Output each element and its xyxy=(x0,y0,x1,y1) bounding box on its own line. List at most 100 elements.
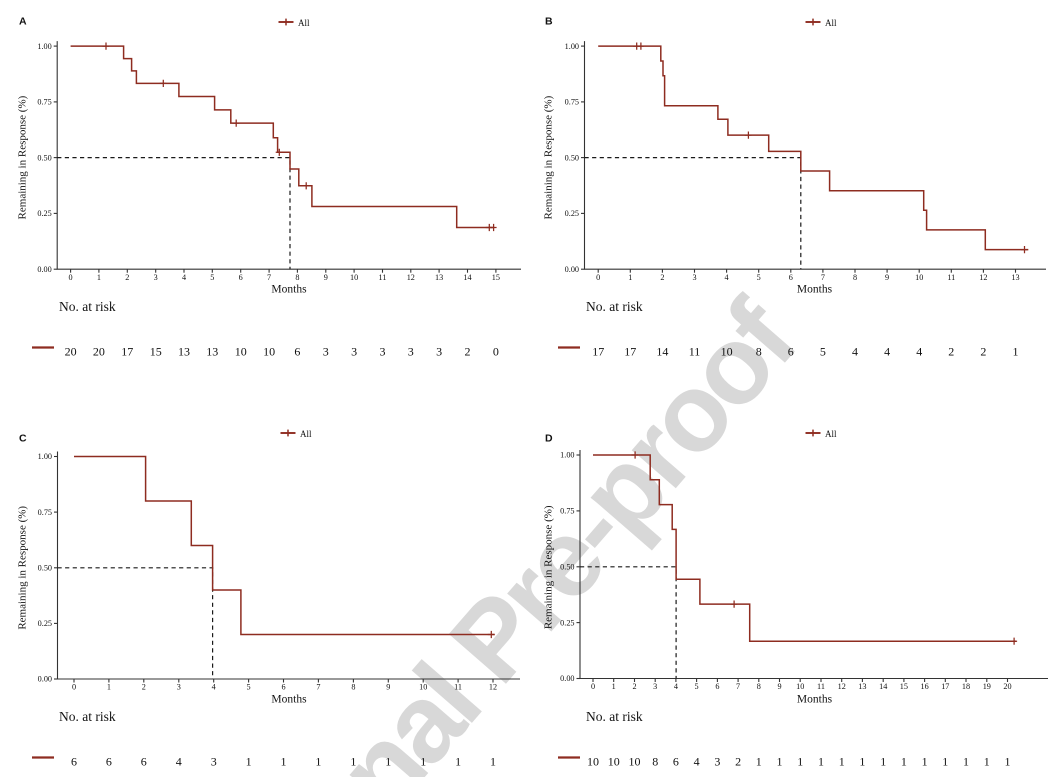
svg-text:6: 6 xyxy=(294,345,300,359)
svg-text:1: 1 xyxy=(1005,755,1011,769)
svg-text:1: 1 xyxy=(385,755,391,769)
svg-text:1: 1 xyxy=(350,755,356,769)
svg-text:1.00: 1.00 xyxy=(38,452,52,461)
svg-text:No. at risk: No. at risk xyxy=(586,299,643,314)
svg-text:No. at risk: No. at risk xyxy=(59,709,116,724)
svg-text:20: 20 xyxy=(1003,682,1011,691)
svg-text:1.00: 1.00 xyxy=(560,451,574,460)
svg-text:4: 4 xyxy=(884,345,890,359)
svg-text:Remaining in Response (%): Remaining in Response (%) xyxy=(17,506,29,630)
svg-text:1: 1 xyxy=(281,755,287,769)
svg-text:13: 13 xyxy=(206,345,218,359)
svg-text:1: 1 xyxy=(984,755,990,769)
svg-text:6: 6 xyxy=(141,755,147,769)
svg-text:15: 15 xyxy=(900,682,908,691)
svg-text:Remaining in Response (%): Remaining in Response (%) xyxy=(17,95,29,219)
svg-text:6: 6 xyxy=(788,345,794,359)
svg-text:13: 13 xyxy=(858,682,866,691)
svg-text:Months: Months xyxy=(797,694,833,706)
svg-text:6: 6 xyxy=(71,755,77,769)
svg-text:1: 1 xyxy=(246,755,252,769)
svg-text:0.50: 0.50 xyxy=(37,153,51,162)
svg-text:11: 11 xyxy=(689,345,701,359)
svg-text:19: 19 xyxy=(983,682,991,691)
svg-text:11: 11 xyxy=(454,683,462,692)
svg-text:0.00: 0.00 xyxy=(565,265,579,274)
svg-text:4: 4 xyxy=(916,345,922,359)
svg-text:2: 2 xyxy=(632,682,636,691)
svg-text:16: 16 xyxy=(921,682,929,691)
svg-text:17: 17 xyxy=(121,345,133,359)
svg-text:10: 10 xyxy=(419,683,427,692)
svg-text:1: 1 xyxy=(859,755,865,769)
svg-text:8: 8 xyxy=(351,683,355,692)
svg-text:14: 14 xyxy=(656,345,668,359)
svg-text:10: 10 xyxy=(915,273,923,282)
svg-text:B: B xyxy=(545,16,553,28)
svg-text:1: 1 xyxy=(1013,345,1019,359)
svg-text:1: 1 xyxy=(97,273,101,282)
svg-text:14: 14 xyxy=(879,682,887,691)
svg-text:20: 20 xyxy=(93,345,105,359)
svg-text:C: C xyxy=(19,433,27,445)
svg-text:1.00: 1.00 xyxy=(565,42,579,51)
svg-text:6: 6 xyxy=(673,755,679,769)
svg-text:0.50: 0.50 xyxy=(560,563,574,572)
svg-text:1: 1 xyxy=(107,683,111,692)
svg-text:2: 2 xyxy=(142,683,146,692)
svg-text:0: 0 xyxy=(493,345,499,359)
svg-text:10: 10 xyxy=(587,755,599,769)
svg-text:All: All xyxy=(298,18,310,28)
svg-text:No. at risk: No. at risk xyxy=(59,299,116,314)
svg-text:4: 4 xyxy=(674,682,678,691)
svg-text:5: 5 xyxy=(247,683,251,692)
svg-text:3: 3 xyxy=(692,273,696,282)
svg-text:7: 7 xyxy=(316,683,320,692)
svg-text:10: 10 xyxy=(350,273,358,282)
svg-text:8: 8 xyxy=(853,273,857,282)
svg-text:2: 2 xyxy=(465,345,471,359)
svg-text:1: 1 xyxy=(420,755,426,769)
svg-text:Months: Months xyxy=(797,284,833,296)
svg-text:8: 8 xyxy=(757,682,761,691)
svg-text:13: 13 xyxy=(178,345,190,359)
svg-text:8: 8 xyxy=(652,755,658,769)
svg-text:12: 12 xyxy=(838,682,846,691)
svg-text:All: All xyxy=(825,429,837,439)
svg-text:1: 1 xyxy=(628,273,632,282)
svg-text:3: 3 xyxy=(436,345,442,359)
svg-text:18: 18 xyxy=(962,682,970,691)
svg-text:4: 4 xyxy=(176,755,182,769)
svg-text:3: 3 xyxy=(380,345,386,359)
svg-text:0.75: 0.75 xyxy=(565,98,579,107)
svg-text:10: 10 xyxy=(721,345,733,359)
svg-text:4: 4 xyxy=(212,683,216,692)
svg-text:9: 9 xyxy=(777,682,781,691)
svg-text:0: 0 xyxy=(596,273,600,282)
svg-text:0.25: 0.25 xyxy=(37,209,51,218)
svg-text:14: 14 xyxy=(463,273,471,282)
svg-text:10: 10 xyxy=(796,682,804,691)
svg-text:11: 11 xyxy=(817,682,825,691)
svg-text:17: 17 xyxy=(592,345,604,359)
svg-text:0: 0 xyxy=(591,682,595,691)
svg-text:9: 9 xyxy=(386,683,390,692)
svg-text:15: 15 xyxy=(150,345,162,359)
svg-text:2: 2 xyxy=(735,755,741,769)
svg-text:0.75: 0.75 xyxy=(560,507,574,516)
svg-text:0.25: 0.25 xyxy=(565,209,579,218)
svg-text:5: 5 xyxy=(210,273,214,282)
svg-text:7: 7 xyxy=(267,273,271,282)
svg-text:3: 3 xyxy=(154,273,158,282)
svg-text:All: All xyxy=(300,429,312,439)
svg-text:1.00: 1.00 xyxy=(37,42,51,51)
svg-text:1: 1 xyxy=(963,755,969,769)
svg-text:4: 4 xyxy=(852,345,858,359)
svg-text:12: 12 xyxy=(489,683,497,692)
svg-text:6: 6 xyxy=(715,682,719,691)
svg-text:1: 1 xyxy=(797,755,803,769)
svg-text:No. at risk: No. at risk xyxy=(586,709,643,724)
svg-text:5: 5 xyxy=(820,345,826,359)
svg-text:1: 1 xyxy=(315,755,321,769)
svg-text:0.00: 0.00 xyxy=(37,265,51,274)
